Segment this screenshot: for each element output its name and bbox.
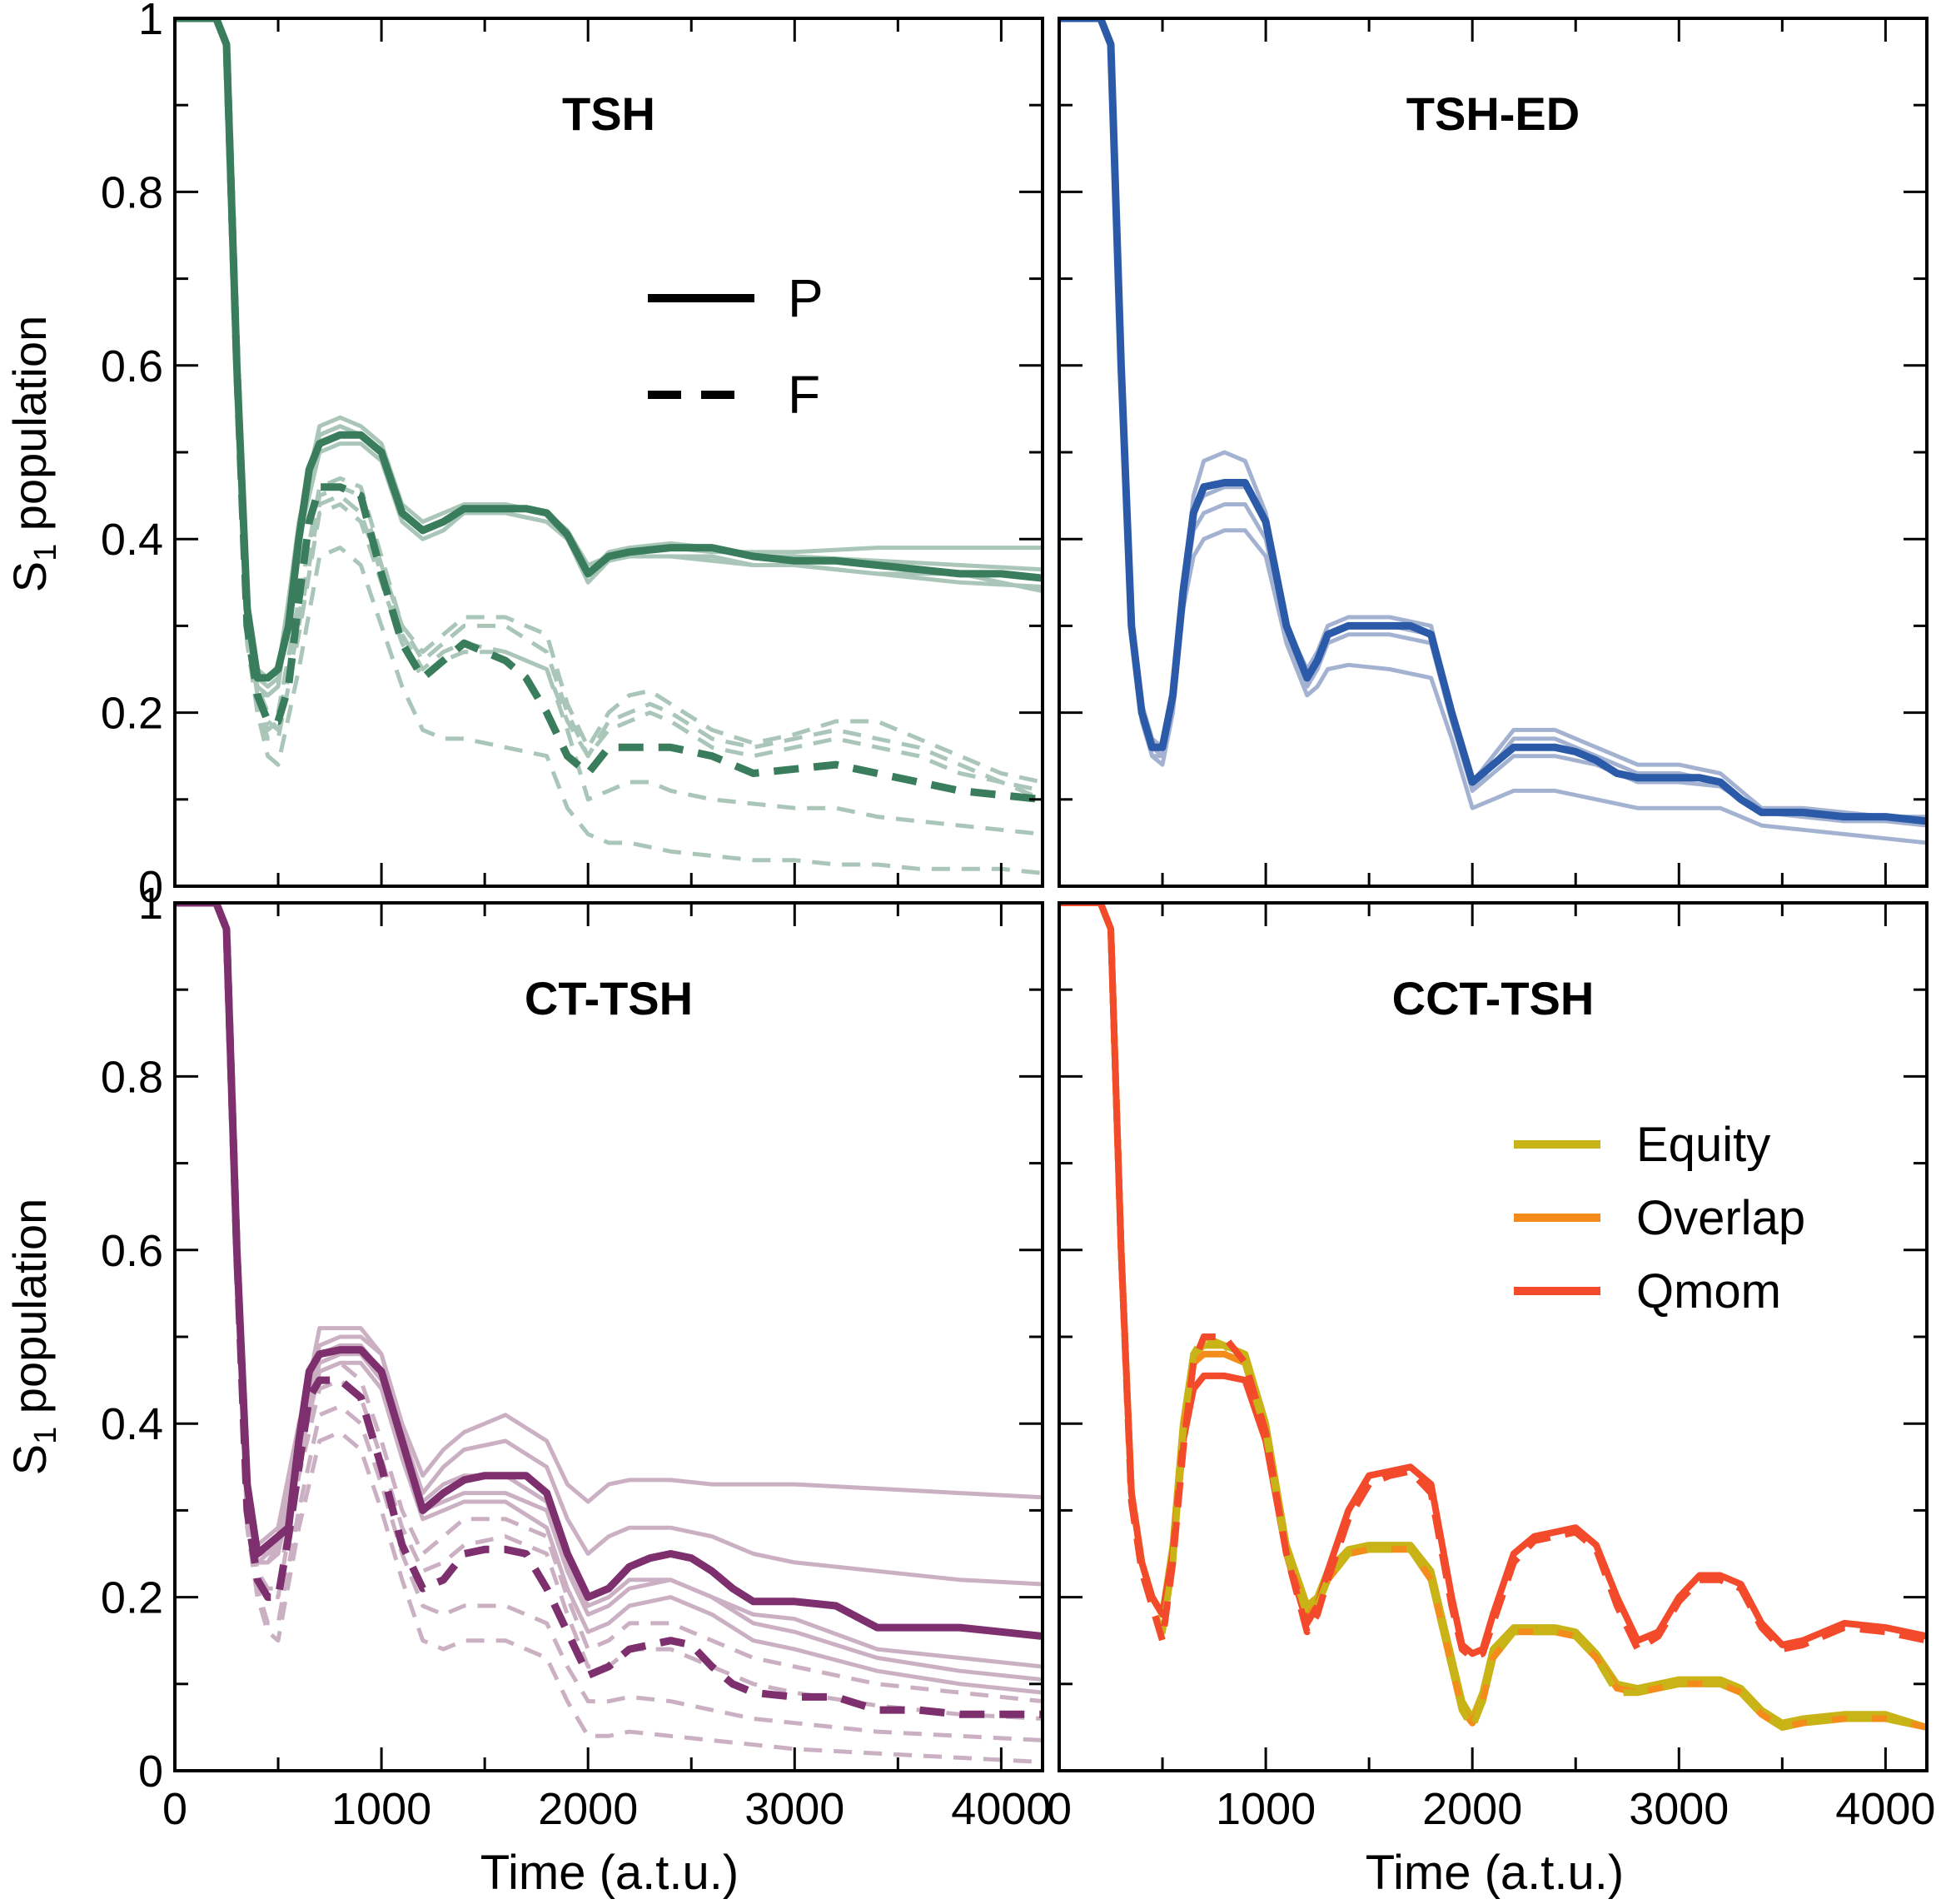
- panel-cct-tsh: 0 1000 2000 3000 4000 CCT-TSH Equity Overlap Qmo…: [1047, 901, 1935, 1834]
- series-line-equity: [1059, 903, 1927, 1731]
- series-line-f: [175, 903, 1043, 1718]
- y-tick-label: 0: [138, 862, 163, 912]
- legend-label: Qmom: [1636, 1264, 1781, 1318]
- plot-frame: [1058, 17, 1929, 888]
- tick-marks: [175, 903, 1043, 1771]
- series-line-f-sample-4: [175, 903, 1043, 1721]
- x-tick-label: 1000: [1216, 1784, 1316, 1834]
- x-tick-label: 2000: [1422, 1784, 1522, 1834]
- panel-tsh-ed: TSH-ED: [1058, 17, 1929, 888]
- series-line-qmom-dashed: [1059, 903, 1927, 1662]
- y-label-sub: 1: [28, 1427, 63, 1444]
- series-line-equity-dashed: [1059, 903, 1927, 1731]
- y-label-rest: population: [3, 1199, 56, 1427]
- y-tick-label: 1: [138, 879, 163, 929]
- x-tick-label: 0: [162, 1784, 187, 1834]
- series-line-sample-2: [1059, 18, 1927, 845]
- plot-frame: [173, 17, 1044, 888]
- y-label-main: S: [3, 561, 56, 592]
- x-tick-label: 4000: [1835, 1784, 1935, 1834]
- series-line-f-sample-4: [175, 18, 1043, 793]
- series-line-overlap: [1059, 903, 1927, 1731]
- legend-methods: Equity Overlap Qmom: [1514, 1118, 1805, 1318]
- tick-marks: [1059, 903, 1927, 1771]
- series-group: [175, 903, 1043, 1765]
- legend-label: Equity: [1636, 1118, 1770, 1172]
- x-tick-label: 1000: [331, 1784, 431, 1834]
- series-line-f-sample-2: [175, 903, 1043, 1742]
- y-tick-label: 0.6: [101, 1226, 163, 1276]
- x-axis-label-right: Time (a.t.u.): [1366, 1846, 1624, 1900]
- panel-title: TSH: [562, 87, 655, 140]
- x-tick-label: 3000: [1629, 1784, 1729, 1834]
- y-label-main: S: [3, 1444, 56, 1475]
- series-line-p: [175, 18, 1043, 682]
- x-axis-label-left: Time (a.t.u.): [480, 1846, 739, 1900]
- panel-title: CT-TSH: [525, 972, 693, 1024]
- series-group: [1059, 903, 1927, 1731]
- x-tick-label: 3000: [744, 1784, 844, 1834]
- panel-title: TSH-ED: [1406, 87, 1580, 140]
- legend-label: Overlap: [1636, 1191, 1805, 1245]
- y-axis-label-bottom: S1 population: [3, 1199, 63, 1476]
- panel-tsh: 0 0.2 0.4 0.6 0.8 1 TSH PF: [101, 0, 1044, 912]
- legend-line-style: PF: [648, 268, 824, 425]
- y-tick-label: 0.8: [101, 1052, 163, 1102]
- series-line-f-sample-5: [175, 18, 1043, 802]
- panel-title: CCT-TSH: [1392, 972, 1595, 1024]
- y-tick-label: 1: [138, 0, 163, 44]
- tick-marks: [175, 18, 1043, 886]
- series-line-f: [175, 18, 1043, 804]
- series-line-f-sample-1: [175, 18, 1043, 875]
- y-tick-label: 0.2: [101, 1573, 163, 1623]
- x-tick-label: 0: [1047, 1784, 1072, 1834]
- series-group: [1059, 18, 1927, 845]
- y-label-sub: 1: [28, 544, 63, 561]
- series-line-f-sample-1: [175, 903, 1043, 1765]
- x-tick-label: 2000: [538, 1784, 638, 1834]
- y-tick-label: 0.4: [101, 515, 163, 565]
- panel-ct-tsh: 0 1000 2000 3000 4000 0 0.2 0.4 0.6 0.8 1 CT-TSH: [101, 879, 1052, 1834]
- legend-label: F: [788, 365, 820, 425]
- tick-marks: [1059, 18, 1927, 886]
- y-tick-label: 0.2: [101, 689, 163, 739]
- y-tick-label: 0.4: [101, 1399, 163, 1449]
- x-tick-label: 4000: [951, 1784, 1051, 1834]
- series-group: [175, 18, 1043, 875]
- y-axis-label-top: S1 population: [3, 316, 63, 593]
- y-tick-label: 0: [138, 1747, 163, 1797]
- series-line-main: [1059, 18, 1927, 825]
- y-tick-label: 0.8: [101, 167, 163, 217]
- plot-frame: [173, 901, 1044, 1772]
- y-label-rest: population: [3, 316, 56, 544]
- y-tick-label: 0.6: [101, 341, 163, 391]
- series-line-p: [175, 903, 1043, 1640]
- legend-label: P: [788, 268, 824, 328]
- plot-frame: [1058, 901, 1929, 1772]
